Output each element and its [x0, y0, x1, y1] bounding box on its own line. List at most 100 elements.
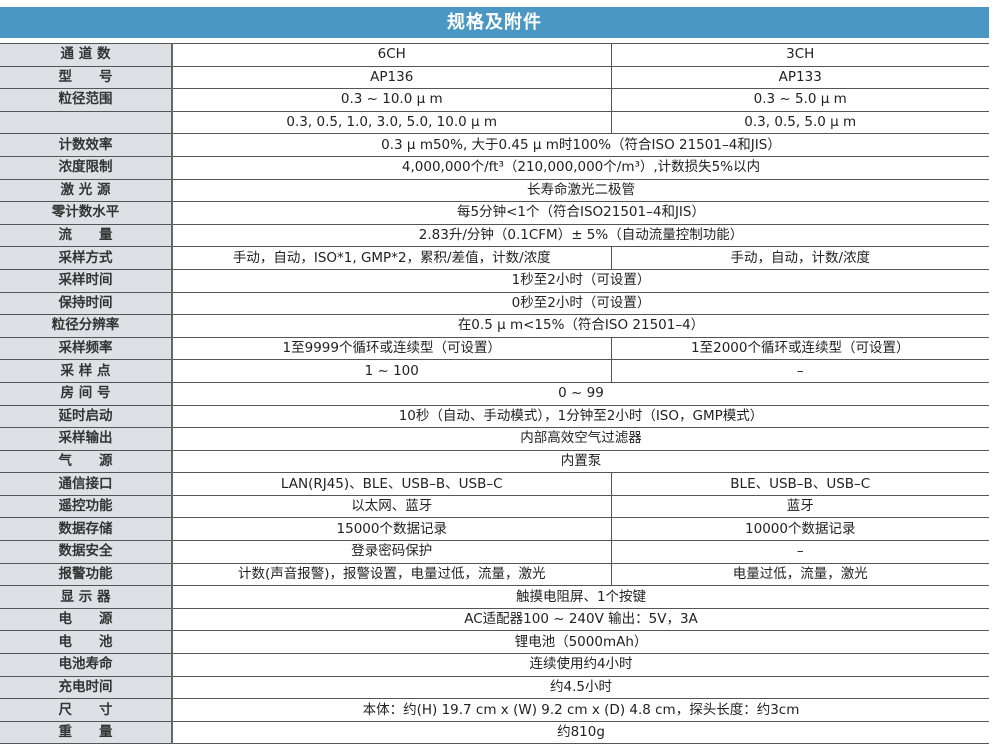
spec-label: 房 间 号 — [0, 381, 173, 406]
spec-label: 显 示 器 — [0, 585, 173, 609]
spec-value-6ch: 6CH — [172, 43, 612, 67]
spec-value: 连续使用约4小时 — [172, 653, 989, 677]
spec-value-3ch: BLE、USB–B、USB–C — [611, 472, 989, 496]
spec-row: 粒径范围 0.3 ~ 10.0 μ m 0.3 ~ 5.0 μ m — [0, 88, 989, 112]
spec-value-3ch: 3CH — [611, 43, 989, 67]
spec-row: 激 光 源长寿命激光二极管 — [0, 178, 989, 203]
spec-label: 尺 寸 — [0, 698, 173, 722]
spec-value-6ch: 登录密码保护 — [172, 540, 612, 564]
spec-value: 在0.5 μ m<15%（符合ISO 21501–4） — [172, 314, 989, 338]
spec-value: 0 ~ 99 — [172, 381, 989, 406]
spec-value-3ch: 0.3, 0.5, 5.0 μ m — [611, 110, 989, 135]
spec-row: 保持时间 0秒至2小时（可设置） — [0, 291, 989, 316]
spec-row: 粒径分辨率 在0.5 μ m<15%（符合ISO 21501–4） — [0, 314, 989, 338]
spec-row: 采样频率 1至9999个循环或连续型（可设置） 1至2000个循环或连续型（可设置） — [0, 336, 989, 361]
spec-row: 尺 寸本体：约(H) 19.7 cm x (W) 9.2 cm x (D) 4.… — [0, 698, 989, 722]
spec-row: 显 示 器触摸电阻屏、1个按键 — [0, 585, 989, 609]
spec-label: 浓度限制 — [0, 155, 173, 180]
spec-label: 激 光 源 — [0, 178, 173, 203]
spec-value: 长寿命激光二极管 — [172, 178, 989, 203]
spec-row: 计数效率 0.3 μ m50%, 大于0.45 μ m时100%（符合ISO 21… — [0, 133, 989, 157]
spec-value: 每5分钟<1个（符合ISO21501–4和JIS） — [172, 201, 989, 225]
spec-label: 延时启动 — [0, 404, 173, 429]
spec-value-6ch: 手动，自动，ISO*1, GMP*2，累积/差值，计数/浓度 — [172, 246, 612, 270]
spec-value: 4,000,000个/ft³（210,000,000个/m³）,计数损失5%以内 — [172, 155, 989, 180]
spec-label: 报警功能 — [0, 562, 173, 587]
spec-value-6ch: 计数(声音报警)，报警设置，电量过低，流量，激光 — [172, 562, 612, 587]
spec-label: 数据安全 — [0, 540, 173, 564]
spec-row: 气 源内置泵 — [0, 449, 989, 474]
spec-value: 0秒至2小时（可设置） — [172, 291, 989, 316]
spec-label — [0, 110, 173, 135]
spec-row: 采样输出 内部高效空气过滤器 — [0, 427, 989, 451]
spec-label: 保持时间 — [0, 291, 173, 316]
spec-row: 报警功能 计数(声音报警)，报警设置，电量过低，流量，激光 电量过低，流量，激光 — [0, 562, 989, 587]
spec-label: 充电时间 — [0, 675, 173, 700]
spec-label: 计数效率 — [0, 133, 173, 157]
spec-label: 重 量 — [0, 720, 173, 745]
spec-value-3ch: 蓝牙 — [611, 494, 989, 519]
spec-value-6ch: 1至9999个循环或连续型（可设置） — [172, 336, 612, 361]
spec-value: 本体：约(H) 19.7 cm x (W) 9.2 cm x (D) 4.8 c… — [172, 698, 989, 722]
spec-value-3ch: – — [611, 359, 989, 383]
spec-value: 触摸电阻屏、1个按键 — [172, 585, 989, 609]
spec-value: 10秒（自动、手动模式），1分钟至2小时（ISO，GMP模式） — [172, 404, 989, 429]
spec-row: 延时启动 10秒（自动、手动模式），1分钟至2小时（ISO，GMP模式） — [0, 404, 989, 429]
spec-value: 0.3 μ m50%, 大于0.45 μ m时100%（符合ISO 21501–… — [172, 133, 989, 157]
spec-row: 数据安全 登录密码保护 – — [0, 540, 989, 564]
spec-label: 粒径分辨率 — [0, 314, 173, 338]
section-title: 规格及附件 — [0, 7, 989, 38]
spec-label: 零计数水平 — [0, 201, 173, 225]
spec-label: 型 号 — [0, 65, 173, 90]
spec-value-6ch: 1 ~ 100 — [172, 359, 612, 383]
spec-label: 采样方式 — [0, 246, 173, 270]
spec-label: 电 源 — [0, 607, 173, 632]
spec-value: 约4.5小时 — [172, 675, 989, 700]
spec-row: 数据存储 15000个数据记录 10000个数据记录 — [0, 517, 989, 542]
spec-row: 浓度限制 4,000,000个/ft³（210,000,000个/m³）,计数损失… — [0, 155, 989, 180]
spec-row: 电 源 AC适配器100 ~ 240V 输出：5V，3A — [0, 607, 989, 632]
spec-row: 通 道 数 6CH 3CH — [0, 43, 989, 67]
spec-row: 型 号 AP136 AP133 — [0, 65, 989, 90]
spec-value: 内置泵 — [172, 449, 989, 474]
spec-value-3ch: 手动，自动，计数/浓度 — [611, 246, 989, 270]
spec-value-3ch: 1至2000个循环或连续型（可设置） — [611, 336, 989, 361]
spec-label: 通信接口 — [0, 472, 173, 496]
spec-label: 粒径范围 — [0, 88, 173, 112]
spec-row: 通信接口 LAN(RJ45)、BLE、USB–B、USB–C BLE、USB–B、U… — [0, 472, 989, 496]
spec-value-6ch: LAN(RJ45)、BLE、USB–B、USB–C — [172, 472, 612, 496]
spec-value: 约810g — [172, 720, 989, 745]
spec-label: 电 池 — [0, 630, 173, 655]
spec-row: 0.3, 0.5, 1.0, 3.0, 5.0, 10.0 μ m 0.3, 0.… — [0, 110, 989, 135]
spec-value-3ch: AP133 — [611, 65, 989, 90]
spec-value: 2.83升/分钟（0.1CFM）± 5%（自动流量控制功能） — [172, 223, 989, 248]
spec-label: 采样频率 — [0, 336, 173, 361]
spec-value-6ch: 以太网、蓝牙 — [172, 494, 612, 519]
spec-row: 流 量 2.83升/分钟（0.1CFM）± 5%（自动流量控制功能） — [0, 223, 989, 248]
spec-row: 零计数水平 每5分钟<1个（符合ISO21501–4和JIS） — [0, 201, 989, 225]
spec-label: 流 量 — [0, 223, 173, 248]
spec-value-3ch: 10000个数据记录 — [611, 517, 989, 542]
spec-label: 电池寿命 — [0, 653, 173, 677]
spec-label: 气 源 — [0, 449, 173, 474]
spec-value-6ch: 0.3 ~ 10.0 μ m — [172, 88, 612, 112]
spec-row: 采样方式 手动，自动，ISO*1, GMP*2，累积/差值，计数/浓度 手动，自动，… — [0, 246, 989, 270]
spec-row: 电 池锂电池（5000mAh） — [0, 630, 989, 655]
spec-value-3ch: 0.3 ~ 5.0 μ m — [611, 88, 989, 112]
spec-label: 采 样 点 — [0, 359, 173, 383]
spec-label: 采样时间 — [0, 268, 173, 293]
spec-row: 遥控功能 以太网、蓝牙 蓝牙 — [0, 494, 989, 519]
spec-value-3ch: – — [611, 540, 989, 564]
spec-value-6ch: 0.3, 0.5, 1.0, 3.0, 5.0, 10.0 μ m — [172, 110, 612, 135]
spec-value: 内部高效空气过滤器 — [172, 427, 989, 451]
spec-value: 1秒至2小时（可设置） — [172, 268, 989, 293]
spec-table: 通 道 数 6CH 3CH 型 号 AP136 AP133 粒径范围 0.3 ~ 10.0 μ… — [0, 43, 989, 745]
spec-row: 充电时间 约4.5小时 — [0, 675, 989, 700]
spec-row: 采样时间 1秒至2小时（可设置） — [0, 268, 989, 293]
spec-label: 遥控功能 — [0, 494, 173, 519]
spec-value-6ch: 15000个数据记录 — [172, 517, 612, 542]
spec-label: 数据存储 — [0, 517, 173, 542]
spec-row: 重 量约810g — [0, 720, 989, 745]
spec-label: 通 道 数 — [0, 43, 173, 67]
